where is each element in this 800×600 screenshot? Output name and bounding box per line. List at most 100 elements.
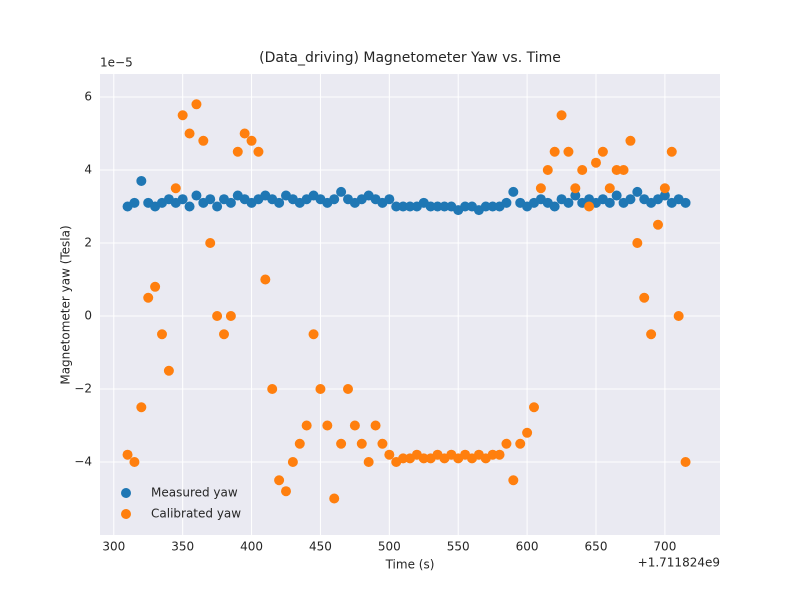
x-tick-label: 350 bbox=[171, 540, 194, 554]
point bbox=[294, 438, 305, 449]
x-tick-label: 700 bbox=[653, 540, 676, 554]
point bbox=[267, 383, 278, 394]
point bbox=[398, 453, 409, 464]
point bbox=[184, 201, 195, 212]
point bbox=[336, 438, 347, 449]
point bbox=[673, 310, 684, 321]
legend-label: Measured yaw bbox=[151, 486, 238, 500]
point bbox=[177, 194, 188, 205]
point bbox=[529, 402, 539, 413]
point bbox=[143, 292, 154, 303]
legend-marker bbox=[121, 488, 131, 498]
point bbox=[398, 201, 409, 212]
legend-marker bbox=[121, 509, 131, 519]
point bbox=[343, 383, 353, 394]
legend-label: Calibrated yaw bbox=[151, 507, 241, 521]
x-tick-label: 600 bbox=[516, 540, 539, 554]
point bbox=[611, 190, 622, 201]
point bbox=[163, 365, 174, 376]
point bbox=[549, 201, 560, 212]
x-offset-label: +1.711824e9 bbox=[638, 556, 720, 570]
x-tick-label: 500 bbox=[378, 540, 401, 554]
point bbox=[508, 475, 519, 486]
point bbox=[301, 420, 312, 431]
point bbox=[225, 310, 236, 321]
point bbox=[563, 146, 574, 157]
point bbox=[205, 237, 216, 248]
point bbox=[625, 135, 636, 146]
point bbox=[487, 449, 498, 460]
point bbox=[157, 329, 167, 340]
point bbox=[653, 219, 663, 230]
point bbox=[315, 383, 326, 394]
point bbox=[391, 201, 402, 212]
point bbox=[522, 427, 533, 438]
y-tick-label: 0 bbox=[84, 308, 92, 322]
point bbox=[384, 194, 395, 205]
point bbox=[329, 194, 340, 205]
point bbox=[494, 449, 505, 460]
point bbox=[632, 237, 643, 248]
point bbox=[611, 164, 622, 175]
point bbox=[136, 402, 147, 413]
point bbox=[680, 197, 691, 208]
y-tick-label: 2 bbox=[84, 235, 92, 249]
point bbox=[597, 146, 608, 157]
point bbox=[384, 449, 395, 460]
y-tick-label: 6 bbox=[84, 89, 92, 103]
point bbox=[563, 197, 574, 208]
point bbox=[253, 146, 264, 157]
point bbox=[666, 146, 677, 157]
x-tick-label: 300 bbox=[102, 540, 125, 554]
point bbox=[129, 456, 140, 467]
point bbox=[170, 183, 181, 194]
point bbox=[322, 420, 333, 431]
point bbox=[191, 99, 202, 110]
point bbox=[515, 438, 526, 449]
point bbox=[659, 183, 670, 194]
point bbox=[480, 201, 491, 212]
point bbox=[591, 157, 601, 168]
point bbox=[336, 186, 347, 197]
y-tick-label: −4 bbox=[74, 454, 92, 468]
point bbox=[542, 164, 553, 175]
point bbox=[680, 456, 691, 467]
point bbox=[274, 197, 285, 208]
point bbox=[439, 201, 450, 212]
x-tick-label: 550 bbox=[447, 540, 470, 554]
point bbox=[487, 201, 498, 212]
point bbox=[281, 486, 291, 497]
point bbox=[405, 201, 415, 212]
point bbox=[219, 329, 229, 340]
point bbox=[604, 197, 615, 208]
point bbox=[625, 194, 636, 205]
point bbox=[370, 420, 381, 431]
point bbox=[646, 329, 657, 340]
point bbox=[246, 135, 257, 146]
point bbox=[177, 110, 188, 121]
x-tick-label: 400 bbox=[240, 540, 263, 554]
point bbox=[639, 292, 650, 303]
point bbox=[329, 493, 340, 504]
point bbox=[460, 201, 471, 212]
point bbox=[577, 164, 588, 175]
point bbox=[432, 201, 443, 212]
point bbox=[418, 453, 429, 464]
point bbox=[501, 438, 512, 449]
point bbox=[377, 438, 388, 449]
point bbox=[363, 456, 374, 467]
y-tick-label: −2 bbox=[74, 381, 92, 395]
point bbox=[129, 197, 140, 208]
point bbox=[604, 183, 615, 194]
point bbox=[501, 197, 512, 208]
y-offset-label: 1e−5 bbox=[100, 56, 133, 70]
point bbox=[205, 194, 216, 205]
x-tick-label: 450 bbox=[309, 540, 332, 554]
point bbox=[570, 183, 581, 194]
chart-title: (Data_driving) Magnetometer Yaw vs. Time bbox=[259, 50, 561, 66]
point bbox=[549, 146, 560, 157]
y-tick-label: 4 bbox=[84, 162, 92, 176]
point bbox=[508, 186, 519, 197]
point bbox=[274, 475, 285, 486]
point bbox=[239, 128, 250, 139]
